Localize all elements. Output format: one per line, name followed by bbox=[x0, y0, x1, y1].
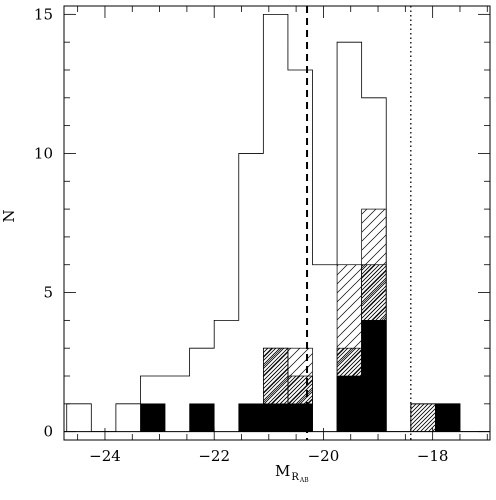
x-tick-label: −22 bbox=[198, 447, 230, 465]
bar-filled-8 bbox=[262, 403, 289, 433]
bar-filled-5 bbox=[189, 403, 215, 433]
x-tick-label: −20 bbox=[308, 447, 340, 465]
bars-layer bbox=[140, 208, 461, 433]
axes-layer: −24 −22 −20 −18 0 5 10 15 bbox=[34, 5, 491, 465]
y-tick-label: 0 bbox=[43, 423, 53, 441]
reference-lines-layer bbox=[306, 6, 412, 440]
y-tick-label: 10 bbox=[34, 144, 53, 162]
bar-filled-15 bbox=[435, 403, 461, 433]
x-axis-label-subsub: AB bbox=[299, 477, 309, 484]
bar-filled-7 bbox=[238, 403, 264, 433]
y-tick-label: 15 bbox=[34, 5, 53, 23]
bar-filled-3 bbox=[140, 403, 166, 433]
x-tick-label: −24 bbox=[89, 447, 121, 465]
bar-filled-9 bbox=[287, 403, 313, 433]
x-axis-label: MRAB bbox=[275, 462, 309, 484]
x-axis-label-main: M bbox=[275, 462, 290, 480]
x-axis-label-sub: R bbox=[291, 472, 299, 483]
bar-filled-11 bbox=[336, 375, 363, 433]
bar-filled-12 bbox=[361, 320, 387, 433]
plot-frame bbox=[63, 5, 491, 441]
bar-hatch-dense-14 bbox=[410, 403, 436, 433]
y-axis-label: N bbox=[0, 209, 18, 222]
x-tick-label: −18 bbox=[417, 447, 449, 465]
y-tick-label: 5 bbox=[43, 284, 53, 302]
